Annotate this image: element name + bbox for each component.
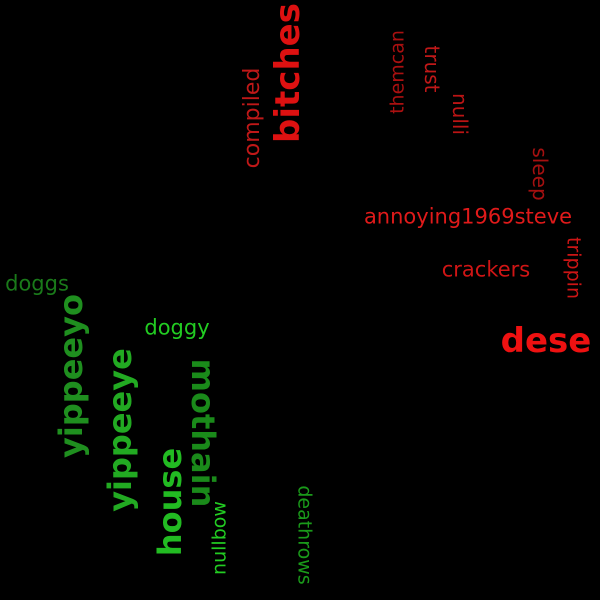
word-trust: trust <box>420 45 444 93</box>
word-yippeeyo: yippeeyo <box>52 294 90 458</box>
word-deathrows: deathrows <box>293 485 316 585</box>
word-themcan: themcan <box>386 30 409 114</box>
word-yippeeye: yippeeye <box>101 348 139 512</box>
word-compiled: compiled <box>240 67 265 169</box>
word-crackers: crackers <box>441 257 531 282</box>
word-dese: dese <box>500 321 592 361</box>
word-house: house <box>151 447 189 557</box>
word-mothain: mothain <box>184 358 222 508</box>
word-nulli: nulli <box>448 92 472 136</box>
word-trippin: trippin <box>562 237 585 299</box>
word-sleep: sleep <box>528 147 552 201</box>
word-doggy: doggy <box>144 315 210 340</box>
word-doggs: doggs <box>5 271 69 296</box>
word-nullbow: nullbow <box>208 501 231 575</box>
word-annoying1969steve: annoying1969steve <box>363 204 573 229</box>
word-bitches: bitches <box>268 3 308 143</box>
